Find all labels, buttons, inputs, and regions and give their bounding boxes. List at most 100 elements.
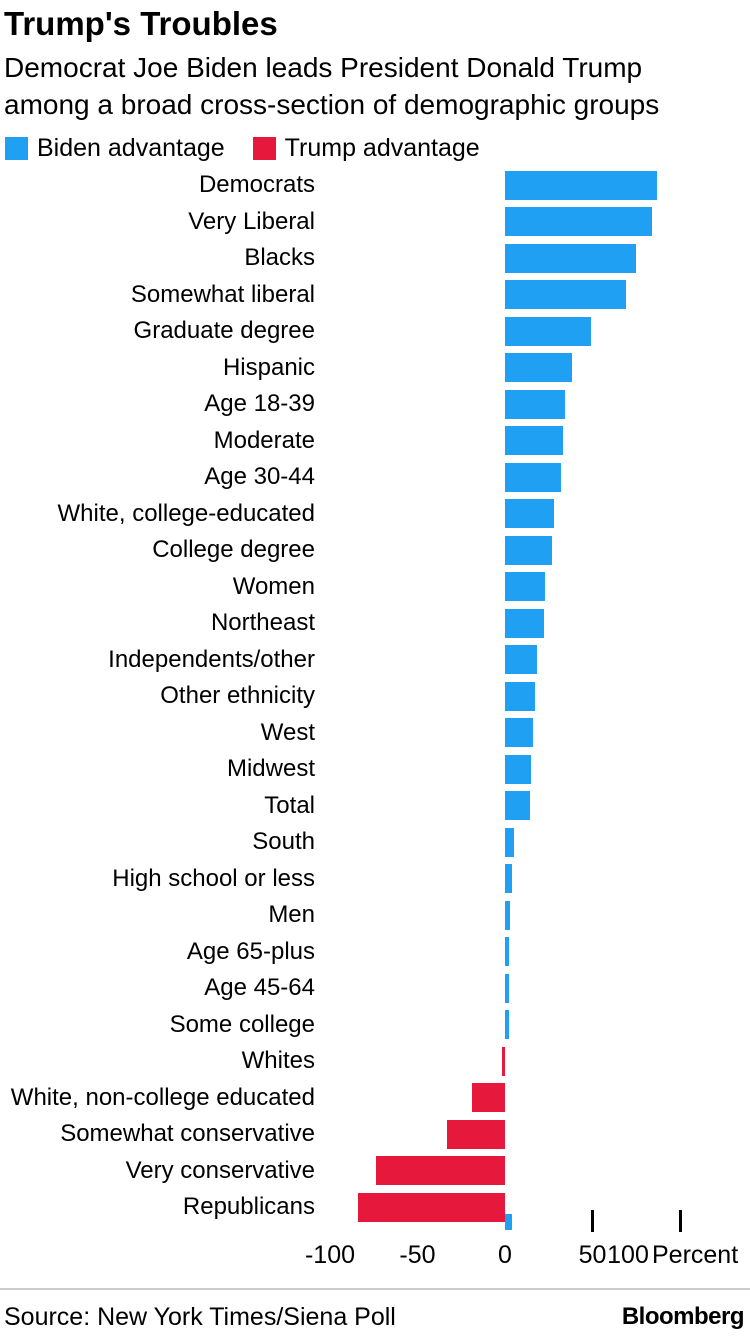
category-label: Whites — [241, 1047, 315, 1075]
trump-advantage-bar — [501, 1046, 505, 1076]
category-label: Moderate — [213, 426, 315, 454]
biden-advantage-bar — [505, 280, 626, 310]
chart-row: Age 30-44 — [0, 459, 750, 496]
biden-advantage-bar — [505, 754, 532, 784]
biden-advantage-bar — [505, 353, 572, 383]
chart-row: Men — [0, 897, 750, 934]
category-label: Age 65-plus — [186, 937, 315, 965]
chart-row: White, college-educated — [0, 496, 750, 533]
biden-color-swatch — [5, 136, 28, 160]
category-label: Independents/other — [108, 645, 315, 673]
biden-advantage-bar — [505, 207, 652, 237]
chart-row: Democrats — [0, 167, 750, 204]
category-label: Total — [264, 791, 315, 819]
category-label: Midwest — [226, 755, 315, 783]
category-label: Somewhat conservative — [60, 1120, 315, 1148]
x-axis: -100 -50 0 50 100 Percent — [0, 1209, 750, 1288]
trump-advantage-bar — [375, 1156, 505, 1186]
category-label: Age 45-64 — [204, 974, 315, 1002]
biden-advantage-bar — [505, 937, 509, 967]
chart-row: White, non-college educated — [0, 1080, 750, 1117]
category-label: Blacks — [244, 244, 315, 272]
trump-advantage-bar — [447, 1119, 505, 1149]
biden-advantage-bar — [505, 608, 544, 638]
legend-item-biden: Biden advantage — [5, 134, 225, 163]
biden-advantage-bar — [505, 718, 533, 748]
category-label: White, college-educated — [57, 499, 315, 527]
category-label: Democrats — [198, 171, 315, 199]
biden-advantage-bar — [505, 827, 514, 857]
chart-row: Northeast — [0, 605, 750, 642]
biden-advantage-bar — [505, 1010, 509, 1040]
header: Trump's Troubles Democrat Joe Biden lead… — [0, 0, 750, 161]
axis-tick-label: -100 — [304, 1240, 356, 1269]
legend-label-trump: Trump advantage — [284, 133, 480, 162]
footer: Source: New York Times/Siena Poll Bloomb… — [0, 1287, 750, 1342]
zero-tick-mark — [505, 1213, 512, 1230]
bloomberg-logo: Bloomberg — [621, 1302, 745, 1330]
chart-row: South — [0, 824, 750, 861]
biden-advantage-bar — [505, 462, 561, 492]
biden-advantage-bar — [505, 681, 535, 711]
chart-row: High school or less — [0, 861, 750, 898]
axis-tick-label: 50 — [578, 1240, 607, 1269]
category-label: Republicans — [182, 1193, 315, 1221]
biden-advantage-bar — [505, 316, 591, 346]
category-label: High school or less — [112, 864, 315, 892]
chart-row: Republicans — [0, 1189, 750, 1226]
chart-subtitle: Democrat Joe Biden leads President Donal… — [4, 52, 660, 120]
chart-row: Total — [0, 788, 750, 825]
chart-row: Age 65-plus — [0, 934, 750, 971]
biden-advantage-bar — [505, 973, 509, 1003]
category-label: Other ethnicity — [160, 682, 315, 710]
chart-row: Women — [0, 569, 750, 606]
chart-row: Hispanic — [0, 350, 750, 387]
source-text: Source: New York Times/Siena Poll — [4, 1302, 396, 1331]
category-label: South — [252, 828, 315, 856]
chart-title: Trump's Troubles — [4, 5, 278, 42]
chart-row: Other ethnicity — [0, 678, 750, 715]
chart-row: Graduate degree — [0, 313, 750, 350]
biden-advantage-bar — [505, 645, 537, 675]
category-label: Some college — [169, 1010, 315, 1038]
biden-advantage-bar — [505, 426, 563, 456]
axis-tick-label: 100 — [607, 1240, 649, 1269]
biden-advantage-bar — [505, 243, 637, 273]
category-label: Northeast — [210, 609, 315, 637]
axis-tick-label: -50 — [399, 1240, 436, 1269]
chart-row: Independents/other — [0, 642, 750, 679]
category-label: Graduate degree — [133, 317, 315, 345]
category-label: Hispanic — [222, 353, 315, 381]
chart-row: Blacks — [0, 240, 750, 277]
chart-row: Very conservative — [0, 1153, 750, 1190]
axis-tick-mark — [591, 1209, 594, 1232]
chart-row: Midwest — [0, 751, 750, 788]
category-label: West — [260, 718, 315, 746]
category-label: College degree — [152, 536, 315, 564]
legend-item-trump: Trump advantage — [252, 133, 480, 163]
biden-advantage-bar — [505, 900, 511, 930]
trump-advantage-bar — [358, 1192, 505, 1222]
bar-chart: Democrats Very Liberal Blacks Somewhat libe… — [0, 167, 750, 1226]
biden-advantage-bar — [505, 791, 530, 821]
chart-row: Somewhat liberal — [0, 277, 750, 314]
category-label: Age 30-44 — [204, 463, 315, 491]
chart-row: Very Liberal — [0, 204, 750, 241]
trump-advantage-bar — [471, 1083, 505, 1113]
biden-advantage-bar — [505, 389, 565, 419]
category-label: White, non-college educated — [10, 1083, 315, 1111]
biden-advantage-bar — [505, 864, 512, 894]
category-label: Very Liberal — [188, 207, 315, 235]
legend: Biden advantage Trump advantage — [5, 133, 740, 163]
trump-color-swatch — [252, 136, 276, 160]
chart-row: College degree — [0, 532, 750, 569]
axis-unit-label: Percent — [652, 1240, 739, 1269]
biden-advantage-bar — [505, 170, 658, 200]
chart-row: Somewhat conservative — [0, 1116, 750, 1153]
chart-row: Some college — [0, 1007, 750, 1044]
legend-label-biden: Biden advantage — [37, 133, 225, 162]
biden-advantage-bar — [505, 535, 553, 565]
category-label: Very conservative — [125, 1156, 315, 1184]
axis-tick-mark — [678, 1209, 682, 1232]
chart-row: Moderate — [0, 423, 750, 460]
